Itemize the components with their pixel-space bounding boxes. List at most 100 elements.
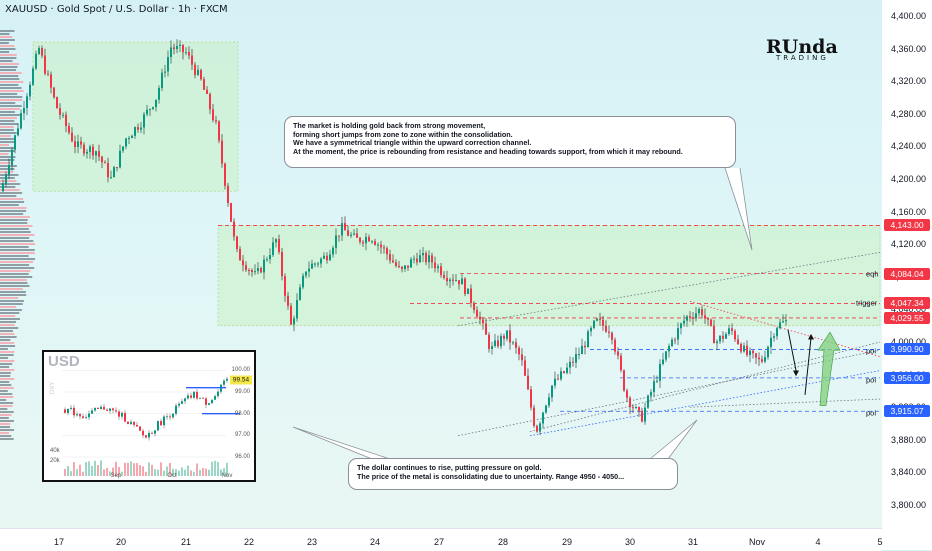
candle-body xyxy=(62,114,64,116)
inset-y-tick: 98.00 xyxy=(234,410,250,417)
volume-profile-bar xyxy=(0,405,13,407)
volume-profile-bar xyxy=(0,222,28,224)
candle-body xyxy=(122,146,124,151)
volume-profile-bar xyxy=(0,354,14,356)
volume-profile-bar xyxy=(0,48,16,50)
inset-candle-body xyxy=(157,421,159,431)
inset-candle-body xyxy=(64,409,66,413)
candle-body xyxy=(410,259,412,268)
inset-volume-bar xyxy=(175,469,177,476)
candle-body xyxy=(71,132,73,142)
candle-body xyxy=(215,120,217,122)
price-level-badge: 4,084.04 xyxy=(884,267,930,280)
inset-candle-body xyxy=(91,410,93,414)
arrow-head xyxy=(808,333,814,340)
chart-header: XAUUSD · Gold Spot / U.S. Dollar · 1h · … xyxy=(5,4,228,15)
inset-candle-body xyxy=(187,395,189,399)
inset-volume-bar xyxy=(169,462,171,476)
volume-profile-bar xyxy=(0,60,13,62)
candle-body xyxy=(476,309,478,317)
candle-body xyxy=(527,375,529,390)
volume-profile-bar xyxy=(0,168,15,170)
candle-body xyxy=(512,342,514,344)
candle-body xyxy=(626,390,628,398)
candle-body xyxy=(32,68,34,85)
candle-body xyxy=(515,342,517,348)
inset-volume-bar xyxy=(148,462,150,476)
candle-body xyxy=(716,341,718,344)
inset-volume-bar xyxy=(196,463,198,476)
candle-body xyxy=(83,144,85,154)
candle-body xyxy=(161,72,163,89)
callout-line: The price of the metal is consolidating … xyxy=(357,471,625,481)
dollar-callout[interactable]: The dollar continues to rise, putting pr… xyxy=(348,458,678,490)
price-tick: 3,800.00 xyxy=(890,500,926,510)
analysis-callout[interactable]: The market is holding gold back from str… xyxy=(284,116,736,168)
inset-volume-bar xyxy=(130,461,132,476)
inset-candle-body xyxy=(73,407,75,416)
candle-body xyxy=(632,407,634,409)
volume-profile-bar xyxy=(0,240,34,242)
inset-candle-body xyxy=(178,403,180,406)
candle-body xyxy=(545,405,547,413)
inset-x-tick: Nov xyxy=(221,473,233,479)
volume-profile-bar xyxy=(0,114,21,116)
candle-body xyxy=(227,185,229,204)
volume-profile-bar xyxy=(0,339,11,341)
candle-body xyxy=(212,109,214,121)
candle-body xyxy=(299,287,301,300)
candle-body xyxy=(104,162,106,164)
volume-profile-bar xyxy=(0,408,8,410)
level-tag: poi xyxy=(866,346,877,356)
inset-candle-body xyxy=(136,424,138,427)
candle-body xyxy=(269,255,271,260)
volume-profile-bar xyxy=(0,255,29,257)
inset-volume-bar xyxy=(97,465,99,476)
candle-body xyxy=(38,48,40,54)
volume-profile-bar xyxy=(0,117,17,119)
inset-volume-bar xyxy=(136,463,138,476)
candle-body xyxy=(365,237,367,244)
inset-volume-bar xyxy=(109,471,111,476)
inset-candle-body xyxy=(205,398,207,405)
inset-volume-bar xyxy=(112,467,114,476)
inset-volume-bar xyxy=(172,468,174,476)
candle-body xyxy=(674,339,676,341)
inset-y-tick: 99.00 xyxy=(234,389,250,395)
time-axis[interactable]: 17 20 21 22 23 24 27 28 29 30 31 Nov 4 5 xyxy=(0,528,883,551)
candle-body xyxy=(110,177,112,179)
candle-body xyxy=(776,328,778,337)
inset-candle-body xyxy=(76,414,78,416)
candle-body xyxy=(221,140,223,164)
candle-body xyxy=(461,278,463,285)
price-level-badge: 3,990.90 xyxy=(884,343,930,356)
volume-profile-bar xyxy=(0,144,9,146)
inset-volume-bar xyxy=(76,469,78,476)
inset-volume-bar xyxy=(88,461,90,476)
inset-volume-bar xyxy=(214,460,216,476)
candle-body xyxy=(707,318,709,320)
candle-body xyxy=(134,127,136,136)
inset-volume-bar xyxy=(106,467,108,476)
candle-body xyxy=(662,359,664,364)
volume-profile-bar xyxy=(0,321,17,323)
volume-profile-bar xyxy=(0,273,29,275)
candle-body xyxy=(74,141,76,147)
candle-body xyxy=(458,280,460,285)
candles xyxy=(2,39,787,436)
projection-down-arrow xyxy=(787,329,797,371)
candle-body xyxy=(281,251,283,277)
candle-body xyxy=(329,254,331,261)
candle-body xyxy=(551,385,553,398)
inset-volume-bar xyxy=(142,466,144,476)
candle-body xyxy=(722,335,724,339)
candle-body xyxy=(56,97,58,109)
inset-candle-body xyxy=(199,397,201,399)
volume-profile-bar xyxy=(0,204,19,206)
candle-body xyxy=(47,73,49,75)
candle-body xyxy=(89,146,91,152)
inset-volume-bar xyxy=(157,469,159,476)
candle-body xyxy=(20,113,22,129)
channel-line xyxy=(529,341,881,433)
